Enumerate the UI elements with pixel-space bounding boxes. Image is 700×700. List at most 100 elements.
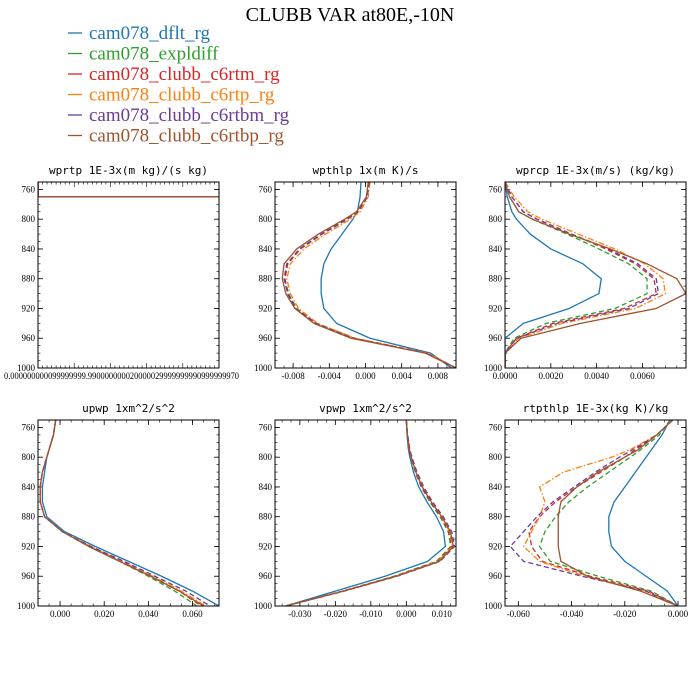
y-tick-label: 920 bbox=[259, 303, 273, 313]
y-tick-label: 800 bbox=[22, 214, 36, 224]
panel-frame bbox=[274, 419, 457, 607]
panel: wprtp 1E-3x(m kg)/(s kg) 760 800 840 880 920 9… bbox=[4, 164, 700, 381]
x-tick-label: 0.0040 bbox=[584, 371, 609, 381]
y-tick-label: 920 bbox=[22, 541, 36, 551]
series-line-cam078_clubb_c6rtbm_rg bbox=[509, 420, 679, 606]
x-tick-label: 0.008 bbox=[428, 371, 449, 381]
series-line-cam078_clubb_c6rtbp_rg bbox=[281, 182, 456, 368]
y-tick-label: 840 bbox=[22, 244, 36, 254]
series-line-cam078_clubb_c6rtm_rg bbox=[284, 182, 456, 368]
y-tick-label: 800 bbox=[489, 452, 503, 462]
series-line-cam078_dflt_rg bbox=[41, 420, 219, 606]
series-line-cam078_clubb_c6rtm_rg bbox=[39, 420, 202, 606]
series-line-cam078_clubb_c6rtbm_rg bbox=[505, 182, 660, 368]
series-line-cam078_expldiff bbox=[284, 182, 456, 368]
panel-frame bbox=[274, 181, 457, 369]
legend-label: cam078_clubb_c6rtm_rg bbox=[89, 64, 280, 85]
series-lines bbox=[285, 420, 456, 606]
x-tick-label: 0.010 bbox=[432, 609, 453, 619]
y-tick-label: 800 bbox=[259, 214, 273, 224]
panel: wprcp 1E-3x(m/s) (kg/kg) 760 800 840 880 920 9… bbox=[484, 164, 687, 381]
legend-label: cam078_clubb_c6rtbm_rg bbox=[89, 105, 290, 126]
panel-title: vpwp 1xm^2/s^2 bbox=[319, 402, 412, 415]
legend-label: cam078_clubb_c6rtbp_rg bbox=[89, 126, 284, 147]
series-line-cam078_clubb_c6rtm_rg bbox=[285, 420, 453, 606]
legend-label: cam078_clubb_c6rtp_rg bbox=[89, 85, 275, 106]
y-tick-label: 840 bbox=[22, 482, 36, 492]
x-tick-label: 0.000 bbox=[396, 609, 417, 619]
y-tick-label: 880 bbox=[22, 274, 36, 284]
panel: rtpthlp 1E-3x(kg K)/kg 760 800 840 880 920 960… bbox=[484, 402, 689, 619]
y-tick-label: 1000 bbox=[254, 363, 273, 373]
panel-title: upwp 1xm^2/s^2 bbox=[82, 402, 175, 415]
panel-title: rtpthlp 1E-3x(kg K)/kg bbox=[523, 402, 669, 415]
panel: upwp 1xm^2/s^2 760 800 840 880 920 960 1000 0.00… bbox=[17, 402, 220, 619]
series-lines bbox=[39, 420, 219, 606]
y-tick-label: 920 bbox=[259, 541, 273, 551]
y-tick-label: 800 bbox=[22, 452, 36, 462]
x-tick-label: -0.060 bbox=[507, 609, 531, 619]
y-tick-label: 760 bbox=[22, 184, 36, 194]
panel: wpthlp 1x(m K)/s 760 800 840 880 920 960 1000 -0… bbox=[254, 164, 457, 381]
y-tick-label: 1000 bbox=[484, 363, 503, 373]
y-tick-label: 840 bbox=[489, 244, 503, 254]
y-tick-label: 880 bbox=[489, 274, 503, 284]
x-tick-label: 0.040 bbox=[138, 609, 159, 619]
series-line-cam078_clubb_c6rtm_rg bbox=[38, 182, 700, 368]
y-tick-label: 1000 bbox=[254, 601, 273, 611]
y-tick-label: 960 bbox=[489, 571, 503, 581]
y-tick-label: 800 bbox=[489, 214, 503, 224]
y-tick-label: 840 bbox=[259, 482, 273, 492]
series-line-cam078_clubb_c6rtbm_rg bbox=[39, 420, 211, 606]
y-tick-label: 760 bbox=[489, 184, 503, 194]
legend-item: cam078_clubb_c6rtm_rg bbox=[68, 64, 280, 85]
series-line-cam078_clubb_c6rtp_rg bbox=[39, 420, 207, 606]
series-line-cam078_clubb_c6rtp_rg bbox=[505, 182, 667, 368]
y-tick-label: 1000 bbox=[484, 601, 503, 611]
panel-title: wpthlp 1x(m K)/s bbox=[313, 164, 419, 177]
panels: wprtp 1E-3x(m kg)/(s kg) 760 800 840 880 920 9… bbox=[4, 164, 700, 619]
y-tick-label: 840 bbox=[259, 244, 273, 254]
series-line-cam078_clubb_c6rtbp_rg bbox=[285, 420, 455, 606]
x-tick-label: 0.0060 bbox=[630, 371, 655, 381]
x-tick-label: -0.020 bbox=[613, 609, 637, 619]
legend-item: cam078_expldiff bbox=[68, 44, 219, 65]
series-lines bbox=[38, 182, 700, 368]
series-line-cam078_dflt_rg bbox=[320, 182, 452, 368]
y-tick-label: 1000 bbox=[17, 363, 36, 373]
x-tick-labels: 0.000000000099999999.9900000000200000299… bbox=[4, 371, 239, 381]
series-line-cam078_clubb_c6rtbp_rg bbox=[557, 420, 679, 606]
series-line-cam078_dflt_rg bbox=[608, 420, 679, 606]
y-tick-label: 960 bbox=[22, 333, 36, 343]
figure-title: CLUBB VAR at80E,-10N bbox=[246, 4, 455, 26]
x-tick-label: -0.004 bbox=[318, 371, 342, 381]
panel-title: wprtp 1E-3x(m kg)/(s kg) bbox=[49, 164, 208, 177]
y-tick-label: 880 bbox=[259, 274, 273, 284]
series-line-cam078_expldiff bbox=[38, 182, 700, 368]
legend-item: cam078_clubb_c6rtbp_rg bbox=[68, 126, 284, 147]
y-tick-label: 800 bbox=[259, 452, 273, 462]
series-line-cam078_expldiff bbox=[39, 420, 198, 606]
x-tick-label: 0.060 bbox=[182, 609, 203, 619]
y-tick-label: 960 bbox=[259, 571, 273, 581]
y-tick-label: 760 bbox=[259, 422, 273, 432]
legend: cam078_dflt_rgcam078_expldiffcam078_club… bbox=[68, 23, 290, 147]
panel-frame bbox=[504, 181, 687, 369]
y-tick-label: 840 bbox=[489, 482, 503, 492]
legend-label: cam078_dflt_rg bbox=[89, 23, 211, 44]
panel: vpwp 1xm^2/s^2 760 800 840 880 920 960 1000 -0.0… bbox=[254, 402, 457, 619]
legend-item: cam078_clubb_c6rtp_rg bbox=[68, 85, 275, 106]
y-tick-label: 1000 bbox=[17, 601, 36, 611]
x-tick-label: -0.020 bbox=[324, 609, 348, 619]
series-line-cam078_clubb_c6rtp_rg bbox=[285, 420, 454, 606]
series-line-cam078_dflt_rg bbox=[38, 182, 700, 368]
series-line-cam078_clubb_c6rtbm_rg bbox=[38, 182, 700, 368]
series-line-cam078_clubb_c6rtbp_rg bbox=[38, 182, 700, 368]
panel-frame bbox=[37, 181, 220, 369]
series-line-cam078_clubb_c6rtbp_rg bbox=[39, 420, 204, 606]
panel-frame bbox=[37, 419, 220, 607]
y-tick-label: 880 bbox=[22, 512, 36, 522]
series-line-cam078_dflt_rg bbox=[285, 420, 447, 606]
legend-item: cam078_dflt_rg bbox=[68, 23, 211, 44]
